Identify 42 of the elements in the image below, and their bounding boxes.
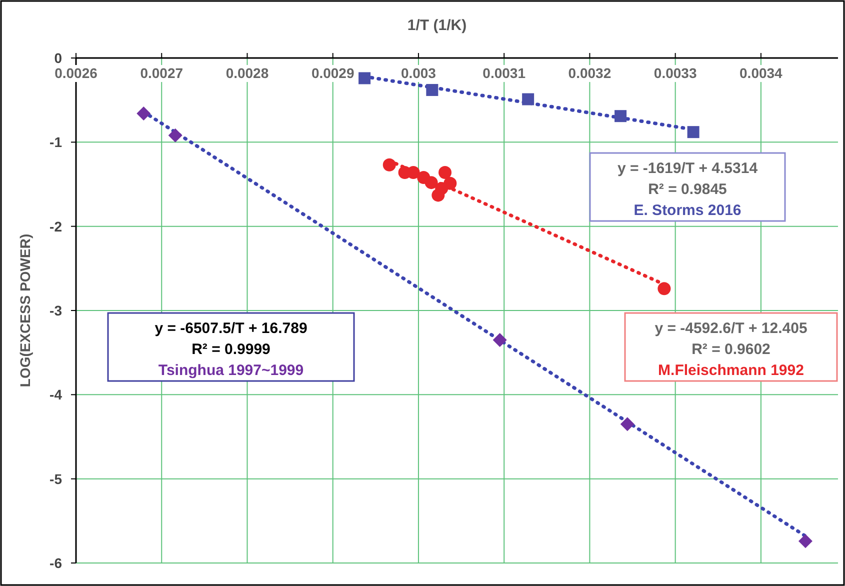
x-tick-label: 0.0034	[740, 65, 783, 81]
point	[687, 126, 700, 138]
point	[424, 176, 438, 190]
y-tick-label: -1	[50, 134, 62, 150]
point	[620, 417, 634, 432]
x-tick-label: 0.0026	[54, 65, 98, 81]
text-box: y = -6507.5/T + 16.789 R² = 0.9999 Tsinghua 1997~1999	[107, 312, 355, 382]
annotation: R² = 0.9845	[648, 181, 727, 198]
point	[798, 534, 812, 548]
annotation: R² = 0.9602	[692, 341, 770, 358]
x-tick-label: 0.0027	[140, 65, 184, 81]
point	[432, 188, 445, 202]
point	[522, 93, 534, 106]
point	[168, 128, 182, 142]
point	[658, 282, 671, 296]
x-tick-label: 0.0032	[568, 65, 612, 81]
x-tick-label: 0.0029	[311, 65, 354, 81]
annotation: y = -6507.5/T + 16.789	[154, 320, 308, 337]
point	[136, 106, 151, 121]
point	[614, 110, 627, 122]
y-tick-label: 0	[54, 50, 62, 66]
y-tick-label: -3	[50, 302, 62, 318]
y-tick-label: -5	[50, 470, 62, 487]
text-box: y = -4592.6/T + 12.405 R² = 0.9602 M.Fleischmann 1992	[624, 312, 838, 382]
annotation: R² = 0.9999	[192, 341, 270, 358]
point	[382, 158, 396, 172]
x-tick-label: 0.003	[400, 65, 436, 81]
y-axis-title: LOG(EXCESS POWER)	[17, 234, 33, 388]
x-tick-label: 0.0028	[226, 65, 269, 81]
x-tick-label: 0.0031	[482, 65, 526, 81]
y-tick-label: -4	[50, 386, 62, 403]
y-tick-label: -6	[50, 555, 62, 571]
point	[492, 332, 507, 347]
x-axis-title: 1/T (1/K)	[407, 17, 467, 34]
point	[358, 72, 371, 84]
annotation: y = -1619/T + 4.5314	[617, 160, 758, 177]
annotation: y = -4592.6/T + 12.405	[654, 320, 808, 337]
point	[438, 166, 452, 179]
x-tick-label: 0.0033	[654, 65, 697, 81]
text-box: y = -1619/T + 4.5314 R² = 0.9845 E. Storms 2016	[589, 152, 786, 222]
y-tick-label: -2	[50, 218, 62, 234]
point	[426, 84, 438, 96]
